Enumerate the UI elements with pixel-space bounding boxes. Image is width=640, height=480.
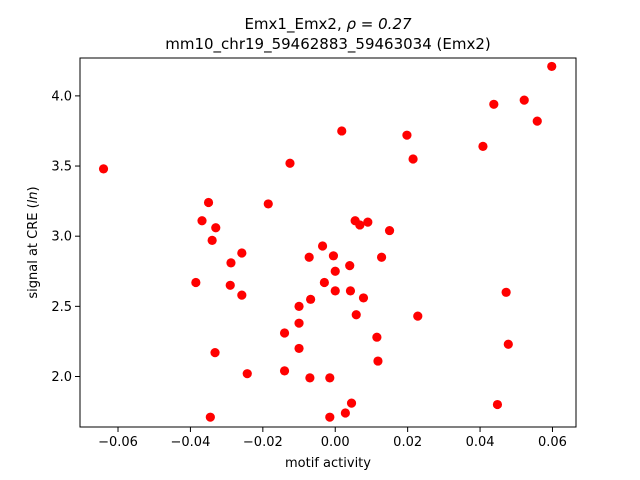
data-point [317, 241, 328, 251]
x-tick-label: 0.02 [393, 435, 422, 450]
x-tick-label: −0.04 [171, 435, 211, 450]
data-point [413, 311, 423, 321]
data-point [325, 412, 335, 422]
data-point [279, 328, 290, 338]
data-point [373, 356, 383, 366]
data-point [345, 261, 355, 271]
axes-frame [79, 57, 577, 428]
x-axis-ticks: −0.06 −0.04 −0.02 0.00 0.02 0.04 0.06 [98, 427, 567, 450]
y-axis-ticks: 2.0 2.5 3.0 3.5 4.0 [51, 89, 80, 385]
data-point [305, 373, 315, 383]
x-tick-label: −0.02 [243, 435, 283, 450]
x-tick-label: −0.06 [98, 435, 138, 450]
data-point [351, 310, 361, 320]
data-point [492, 399, 503, 410]
data-point [372, 332, 382, 342]
y-axis-label-italic: ln [26, 191, 41, 203]
data-point [330, 266, 340, 276]
data-point [547, 61, 557, 72]
y-tick-label: 3.0 [51, 230, 72, 245]
y-tick-label: 2.0 [51, 370, 72, 385]
y-tick-label: 2.5 [51, 300, 72, 315]
data-point [408, 154, 418, 164]
data-point [294, 301, 304, 311]
x-tick-label: 0.06 [538, 435, 567, 450]
data-point [402, 130, 412, 140]
data-point [532, 116, 542, 126]
data-point [197, 216, 207, 226]
data-point [285, 158, 295, 168]
data-point [98, 164, 109, 174]
y-axis-label-suffix: ) [26, 186, 41, 191]
y-tick-label: 3.5 [51, 160, 72, 175]
data-point [345, 286, 356, 296]
x-axis-label: motif activity [285, 456, 371, 471]
data-point [294, 318, 304, 328]
data-point [346, 398, 357, 408]
chart-title-line2: mm10_chr19_59462883_59463034 (Emx2) [165, 35, 491, 54]
data-point [337, 126, 347, 136]
data-point [358, 293, 369, 303]
data-point [225, 280, 235, 290]
data-point [294, 343, 304, 354]
data-point [376, 252, 387, 262]
data-point [489, 99, 499, 109]
data-point [191, 277, 201, 288]
chart-title-name: Emx1_Emx2, [244, 15, 346, 34]
y-axis-label-prefix: signal at CRE ( [26, 203, 41, 298]
data-point [363, 217, 373, 227]
data-point [340, 408, 350, 418]
data-point [519, 95, 529, 105]
x-tick-label: 0.00 [321, 435, 350, 450]
data-point [237, 290, 247, 300]
data-point [306, 294, 316, 304]
data-point [279, 366, 290, 376]
y-tick-label: 4.0 [51, 89, 72, 104]
data-point [210, 348, 220, 358]
data-point [478, 141, 488, 151]
data-point [205, 412, 215, 422]
data-point [330, 286, 340, 296]
data-point [226, 258, 236, 268]
plot-area [79, 57, 577, 428]
y-axis-label: signal at CRE (ln) [26, 186, 41, 298]
chart-title-rho: ρ = 0.27 [347, 15, 412, 33]
data-points [98, 61, 557, 422]
data-point [328, 251, 339, 261]
data-point [325, 373, 335, 383]
data-point [203, 197, 214, 208]
data-point [501, 287, 511, 297]
data-point [211, 223, 221, 233]
data-point [304, 252, 314, 262]
data-point [207, 235, 217, 245]
data-point [503, 339, 513, 349]
data-point [237, 248, 247, 258]
data-point [263, 199, 273, 209]
data-point [242, 369, 252, 379]
data-point [384, 225, 395, 236]
x-tick-label: 0.04 [466, 435, 495, 450]
data-point [319, 277, 329, 288]
chart-title-line1: Emx1_Emx2, ρ = 0.27 [244, 15, 412, 34]
data-point [355, 220, 365, 230]
